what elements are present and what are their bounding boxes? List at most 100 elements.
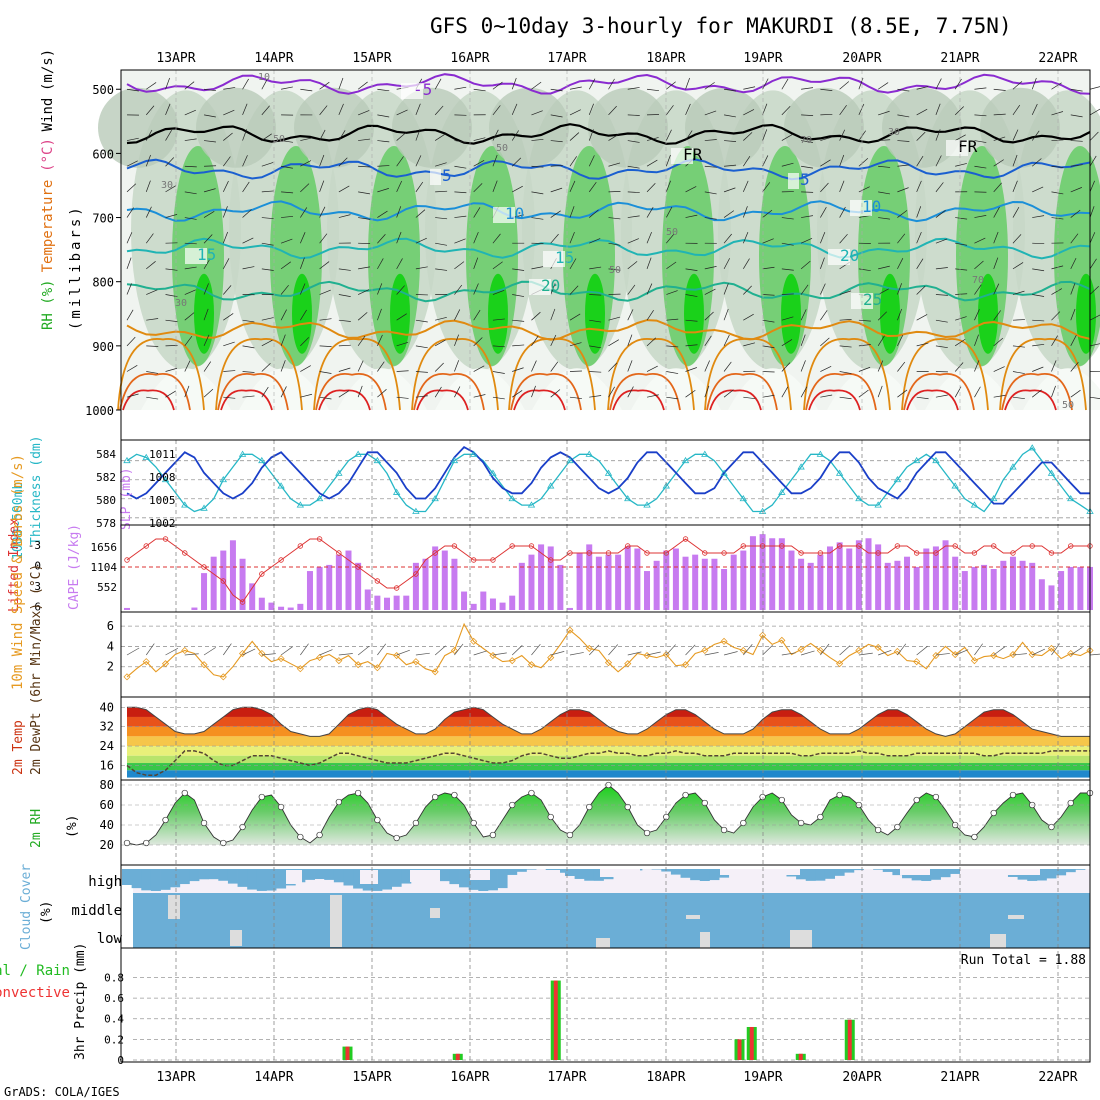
cape-bar [817,554,824,610]
wind-barb [184,242,197,245]
precip-ylabel: 3hr Precip (mm) [73,943,88,1060]
cloud-middle-low-fill [133,893,1090,948]
wind-barb [627,360,633,372]
wind-barb [704,82,715,90]
slp-marker [701,450,709,457]
li-marker [836,543,843,549]
wind-barb [300,337,310,347]
wind-barb [242,209,252,218]
wind-barb [974,140,987,143]
li-marker [528,543,535,549]
cloud-high-bar [314,869,325,880]
wind-barb [280,334,286,346]
wind-barb [338,319,351,322]
wind-marker [855,646,863,655]
wind-barb [608,133,619,141]
cloud-high-bar [564,869,575,876]
pressure-tick-label: 1000 [85,404,114,418]
wind-barb [608,217,621,220]
li-marker [605,550,612,556]
rh-marker [277,803,285,811]
thickness-tick-label: 580 [96,494,116,507]
rh-marker [354,789,362,797]
precip-tick-label: 0.2 [104,1033,124,1046]
cape-bar [644,571,651,610]
cloud-high-bar [709,869,720,881]
wind-barb [1051,217,1064,220]
wind-barb [281,191,294,194]
wind-barb [569,342,582,347]
wind-barb [492,180,498,193]
wind-barb [1051,335,1059,347]
cloud-high-bar [247,869,258,890]
li-marker [201,564,207,570]
wind-barb [974,114,987,117]
wind-barb [338,214,351,218]
li-marker [798,550,804,556]
cloud-high-bar [382,869,393,890]
cape-bar [942,540,949,610]
cloud-high-bar [940,869,951,878]
wind-marker [316,654,324,662]
surface-wind-barb [242,648,256,656]
wind-barb [685,344,698,347]
wind-barb [762,319,775,323]
wind-barb [974,237,986,244]
wind-barb [665,154,671,167]
surface-wind-barb [685,644,696,656]
cloud-high-gap [470,870,490,880]
wind-barb [338,77,344,90]
wind-barb [724,164,737,167]
li-marker [239,599,246,605]
wind-barb [300,393,313,398]
thickness-line [126,445,1090,505]
surface-wind-barb [839,645,851,656]
temp-band [127,763,1090,771]
wind-barb [512,367,524,372]
wind-barb [801,165,814,169]
wind-barb [454,334,459,346]
isotherm-line [126,73,1091,95]
contour-label-bg [493,207,515,223]
wind-barb [665,129,672,141]
wind-barb [704,217,717,220]
cape-bar [297,603,304,610]
wind-barb [820,206,827,218]
cloud-high-bar [459,869,470,888]
temp-contour-label: 10 [505,204,524,223]
wind-barb [223,87,236,90]
wind-barb [704,266,717,270]
thickness-ylabel: 1000~500mb [11,482,26,560]
chart-title: GFS 0~10day 3-hourly for MAKURDI (8.5E, … [430,14,1012,38]
wind-marker [1009,650,1017,659]
wind-barb [569,313,581,321]
wind-barb [781,162,794,167]
wind-marker [527,661,536,669]
cloud-high-bar [1036,869,1047,881]
cloud-high-bar [218,869,229,881]
cape-bar [932,546,939,610]
slp-marker [624,495,632,502]
wind-barb [1089,206,1095,218]
wind-barb [473,160,485,167]
isotherm-hot-arc [315,372,387,411]
wind-marker [951,650,959,659]
wind-marker [816,646,824,655]
wind-barb [184,81,195,90]
wind-barb [550,210,561,218]
wind-barb [666,345,679,348]
slp-marker [161,475,170,483]
temp-tick-label: 24 [100,739,114,753]
wind-barb [974,360,980,372]
cape-bar [672,548,679,610]
rh-contour-label: 30 [161,180,173,191]
cape-bar [509,595,516,610]
surface-wind-barb [473,650,488,656]
wind-barb [126,393,139,398]
isotherm-warm-arc [999,338,1087,411]
wind-barb [126,309,134,321]
wind-barb [492,129,499,141]
wind-barb [357,110,370,116]
rh-marker [778,796,785,804]
rh-marker [874,826,882,834]
